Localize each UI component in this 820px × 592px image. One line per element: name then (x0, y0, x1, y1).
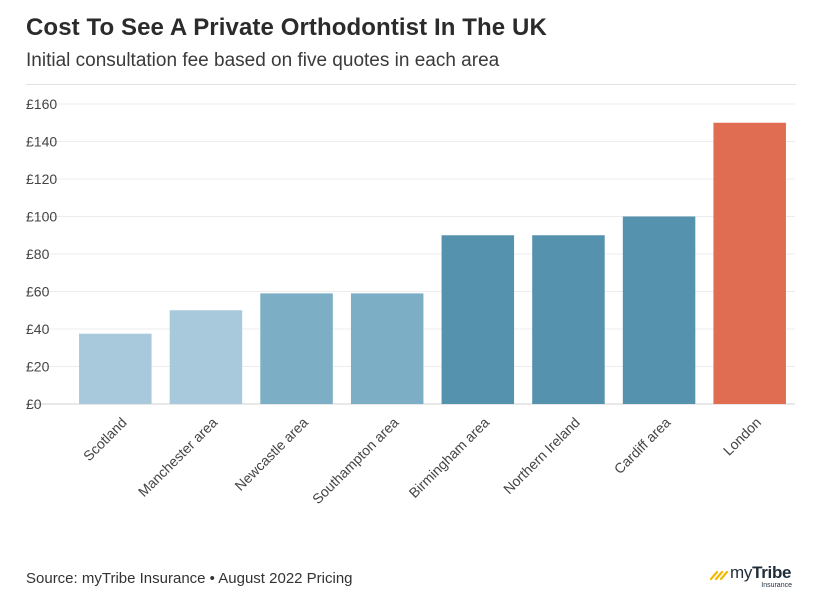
logo-brand-sub: Insurance (761, 582, 792, 589)
y-tick-label: £60 (26, 284, 50, 300)
mytribe-logo: myTribe Insurance (710, 563, 794, 589)
y-tick-label: £0 (26, 396, 42, 412)
bar-chart: £0 £20 £40 £60 £80 £100 £120 £140 £160 Scotland M… (26, 96, 795, 507)
bar-manchester-area (169, 310, 243, 404)
x-axis-ticks: Scotland Manchester area Newcastle areaSou… (80, 414, 764, 507)
x-tick-label: Newcastle area (231, 414, 311, 494)
x-tick-label: Southampton area (309, 414, 402, 507)
source-note: Source: myTribe Insurance • August 2022 … (26, 570, 353, 587)
y-tick-label: £20 (26, 359, 50, 375)
y-tick-label: £80 (26, 246, 50, 262)
bar-birmingham-area (441, 235, 515, 404)
x-tick-label: Cardiff area (611, 414, 674, 477)
logo-brand-prefix: my (730, 563, 753, 582)
y-tick-label: £140 (26, 134, 57, 150)
bar-southampton-area (350, 293, 424, 404)
chart-title: Cost To See A Private Orthodontist In Th… (26, 14, 547, 41)
y-tick-label: £40 (26, 321, 50, 337)
x-tick-label: Manchester area (135, 414, 221, 500)
bar-cardiff-area (622, 216, 696, 404)
logo-brand-name: Tribe (752, 563, 792, 582)
y-axis-ticks: £0 £20 £40 £60 £80 £100 £120 £140 £160 (26, 96, 57, 412)
x-tick-label: Birmingham area (406, 414, 493, 501)
x-tick-label: Northern Ireland (500, 414, 583, 497)
bar-newcastle-area (260, 293, 333, 404)
x-tick-label: Scotland (80, 414, 130, 464)
y-tick-label: £100 (26, 209, 57, 225)
logo-wordmark: myTribe (730, 563, 791, 583)
y-tick-label: £120 (26, 171, 57, 187)
logo-mark-icon (710, 570, 728, 581)
bar-london (713, 122, 786, 404)
title-divider (26, 84, 796, 85)
x-tick-label: London (720, 414, 764, 458)
y-tick-label: £160 (26, 96, 57, 112)
bar-northern-ireland (532, 235, 605, 404)
bar-scotland (79, 333, 152, 404)
bars (79, 122, 786, 404)
chart-subtitle: Initial consultation fee based on five q… (26, 50, 500, 71)
